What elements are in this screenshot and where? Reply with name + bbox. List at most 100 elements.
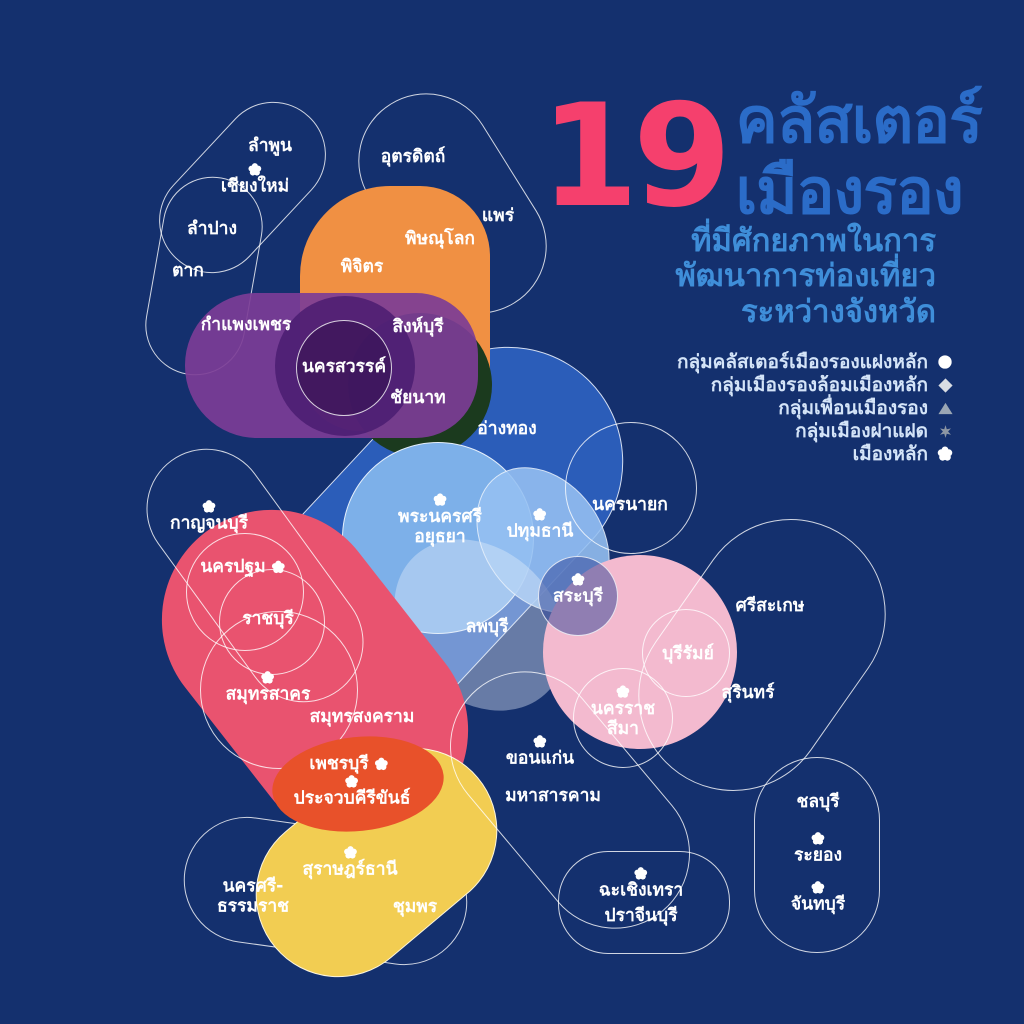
province-name: เพชรบุรี [309, 754, 369, 775]
province-label: มหาสารคาม [505, 787, 601, 807]
main-city-flower-icon [202, 500, 216, 514]
province-label: สระบุรี [553, 573, 603, 608]
legend-item: กลุ่มเพื่อนเมืองรอง [677, 397, 954, 419]
province-name: ปราจีนบุรี [604, 906, 678, 927]
province-name: ลพบุรี [465, 617, 509, 638]
province-name: อุตรดิตถ์ [380, 147, 446, 168]
circle-buriram [642, 609, 730, 697]
main-city-flower-icon [533, 735, 547, 749]
province-label: นครศรี- ธรรมราช [217, 877, 289, 916]
province-name: พระนครศรี อยุธยา [398, 506, 482, 547]
province-label: ชัยนาท [390, 389, 445, 409]
province-name: ลำพูน [247, 136, 293, 157]
circle-icon [936, 353, 954, 371]
province-label: นครปฐม [200, 557, 286, 578]
province-label: สุรินทร์ [722, 684, 775, 704]
province-name: ระยอง [793, 845, 843, 866]
province-name: อ่างทอง [477, 419, 537, 440]
province-label: ระยอง [794, 832, 842, 867]
diamond-icon [936, 376, 954, 394]
province-label: ราชบุรี [242, 610, 294, 630]
legend-item: กลุ่มเมืองฝาแฝด [677, 420, 954, 442]
province-name: พิษณุโลก [404, 229, 476, 250]
province-label: ชลบุรี [796, 793, 839, 813]
province-label: นครสวรรค์ [302, 358, 386, 378]
circle-nakhonpathom [186, 533, 304, 651]
title-line1: คลัสเตอร์ [735, 84, 983, 157]
province-name: นครนายก [592, 495, 668, 516]
legend-label: กลุ่มเมืองฝาแฝด [795, 420, 928, 442]
main-city-flower-icon [811, 832, 825, 846]
main-city-flower-icon [616, 685, 630, 699]
capsule-chonburi-east [754, 757, 880, 953]
province-name: ตาก [172, 261, 204, 282]
subtitle-line: ระหว่างจังหวัด [741, 293, 936, 330]
title-block: 19 คลัสเตอร์ เมืองรอง [540, 74, 983, 239]
province-name: สิงห์บุรี [392, 317, 444, 338]
province-label: เพชรบุรี [309, 754, 389, 775]
province-name: ลำปาง [186, 219, 238, 240]
province-label: บุรีรัมย์ [662, 645, 714, 665]
province-label: อ่างทอง [477, 420, 536, 440]
province-name: บุรีรัมย์ [662, 644, 714, 665]
province-label: ลำปาง [187, 220, 237, 240]
legend-item: เมืองหลัก [677, 443, 954, 465]
main-city-flower-icon [272, 560, 286, 575]
province-name: นครศรี- ธรรมราช [216, 876, 290, 916]
main-city-flower-icon [433, 493, 447, 507]
province-label: นครราช สีมา [591, 685, 655, 739]
province-name: แพร่ [481, 206, 515, 227]
province-label: พิจิตร [341, 258, 384, 278]
main-city-flower-icon [248, 163, 262, 177]
province-label: สมุทรสาคร [226, 671, 310, 706]
province-label: เชียงใหม่ [221, 163, 289, 198]
province-name: สมุทรสงคราม [309, 707, 415, 728]
province-label: ลพบุรี [466, 618, 509, 638]
province-label: ปราจีนบุรี [604, 907, 677, 927]
province-label: สิงห์บุรี [392, 318, 443, 338]
province-label: นครนายก [592, 496, 668, 516]
province-label: จันทบุรี [791, 881, 845, 916]
province-name: ขอนแก่น [505, 748, 575, 769]
province-name: ชลบุรี [796, 792, 840, 813]
circle-nakhonsawan [296, 320, 392, 416]
main-city-flower-icon [375, 757, 389, 772]
triangle-icon [936, 399, 954, 417]
rect-chachoengsao [558, 850, 730, 954]
province-name: นครปฐม [200, 557, 266, 578]
flower-icon [936, 445, 954, 463]
province-label: ประจวบคีรีขันธ์ [293, 775, 411, 810]
circle-nakhonnayok [565, 422, 697, 554]
subtitle-line: ที่มีศักยภาพในการ [691, 223, 936, 259]
main-city-flower-icon [811, 881, 825, 895]
province-label: ลำพูน [248, 137, 292, 157]
legend-label: กลุ่มคลัสเตอร์เมืองรองแฝงหลัก [677, 351, 928, 373]
province-name: ประจวบคีรีขันธ์ [293, 788, 411, 809]
province-label: สุราษฎร์ธานี [302, 846, 398, 881]
province-name: ฉะเชิงเทรา [598, 880, 684, 901]
province-name: สุรินทร์ [721, 683, 775, 704]
province-label: พิษณุโลก [405, 230, 475, 250]
province-label: พระนครศรี อยุธยา [398, 493, 482, 547]
subtitle-line: พัฒนาการท่องเที่ยว [675, 258, 936, 295]
province-name: มหาสารคาม [505, 786, 601, 807]
province-name: พิจิตร [340, 257, 384, 278]
subtitle: ที่มีศักยภาพในการ พัฒนาการท่องเที่ยว ระห… [675, 223, 936, 330]
legend: กลุ่มคลัสเตอร์เมืองรองแฝงหลัก กลุ่มเมืองร… [677, 351, 954, 465]
legend-label: เมืองหลัก [852, 443, 928, 465]
province-label: กำแพงเพชร [201, 316, 292, 336]
circle-nakhonratchasima [573, 668, 673, 768]
province-name: จันทบุรี [790, 894, 846, 915]
province-label: ศรีสะเกษ [736, 597, 805, 617]
legend-item: กลุ่มเมืองรองล้อมเมืองหลัก [677, 374, 954, 396]
province-label: สมุทรสงคราม [310, 708, 415, 728]
province-name: ราชบุรี [242, 609, 294, 630]
province-name: กำแพงเพชร [200, 315, 292, 336]
title-number: 19 [540, 74, 732, 239]
province-label: กาญจนบุรี [170, 500, 248, 535]
province-label: ขอนแก่น [506, 735, 574, 770]
province-label: ชุมพร [393, 898, 437, 918]
province-name: นครสวรรค์ [301, 357, 387, 378]
province-name: เชียงใหม่ [220, 176, 290, 197]
